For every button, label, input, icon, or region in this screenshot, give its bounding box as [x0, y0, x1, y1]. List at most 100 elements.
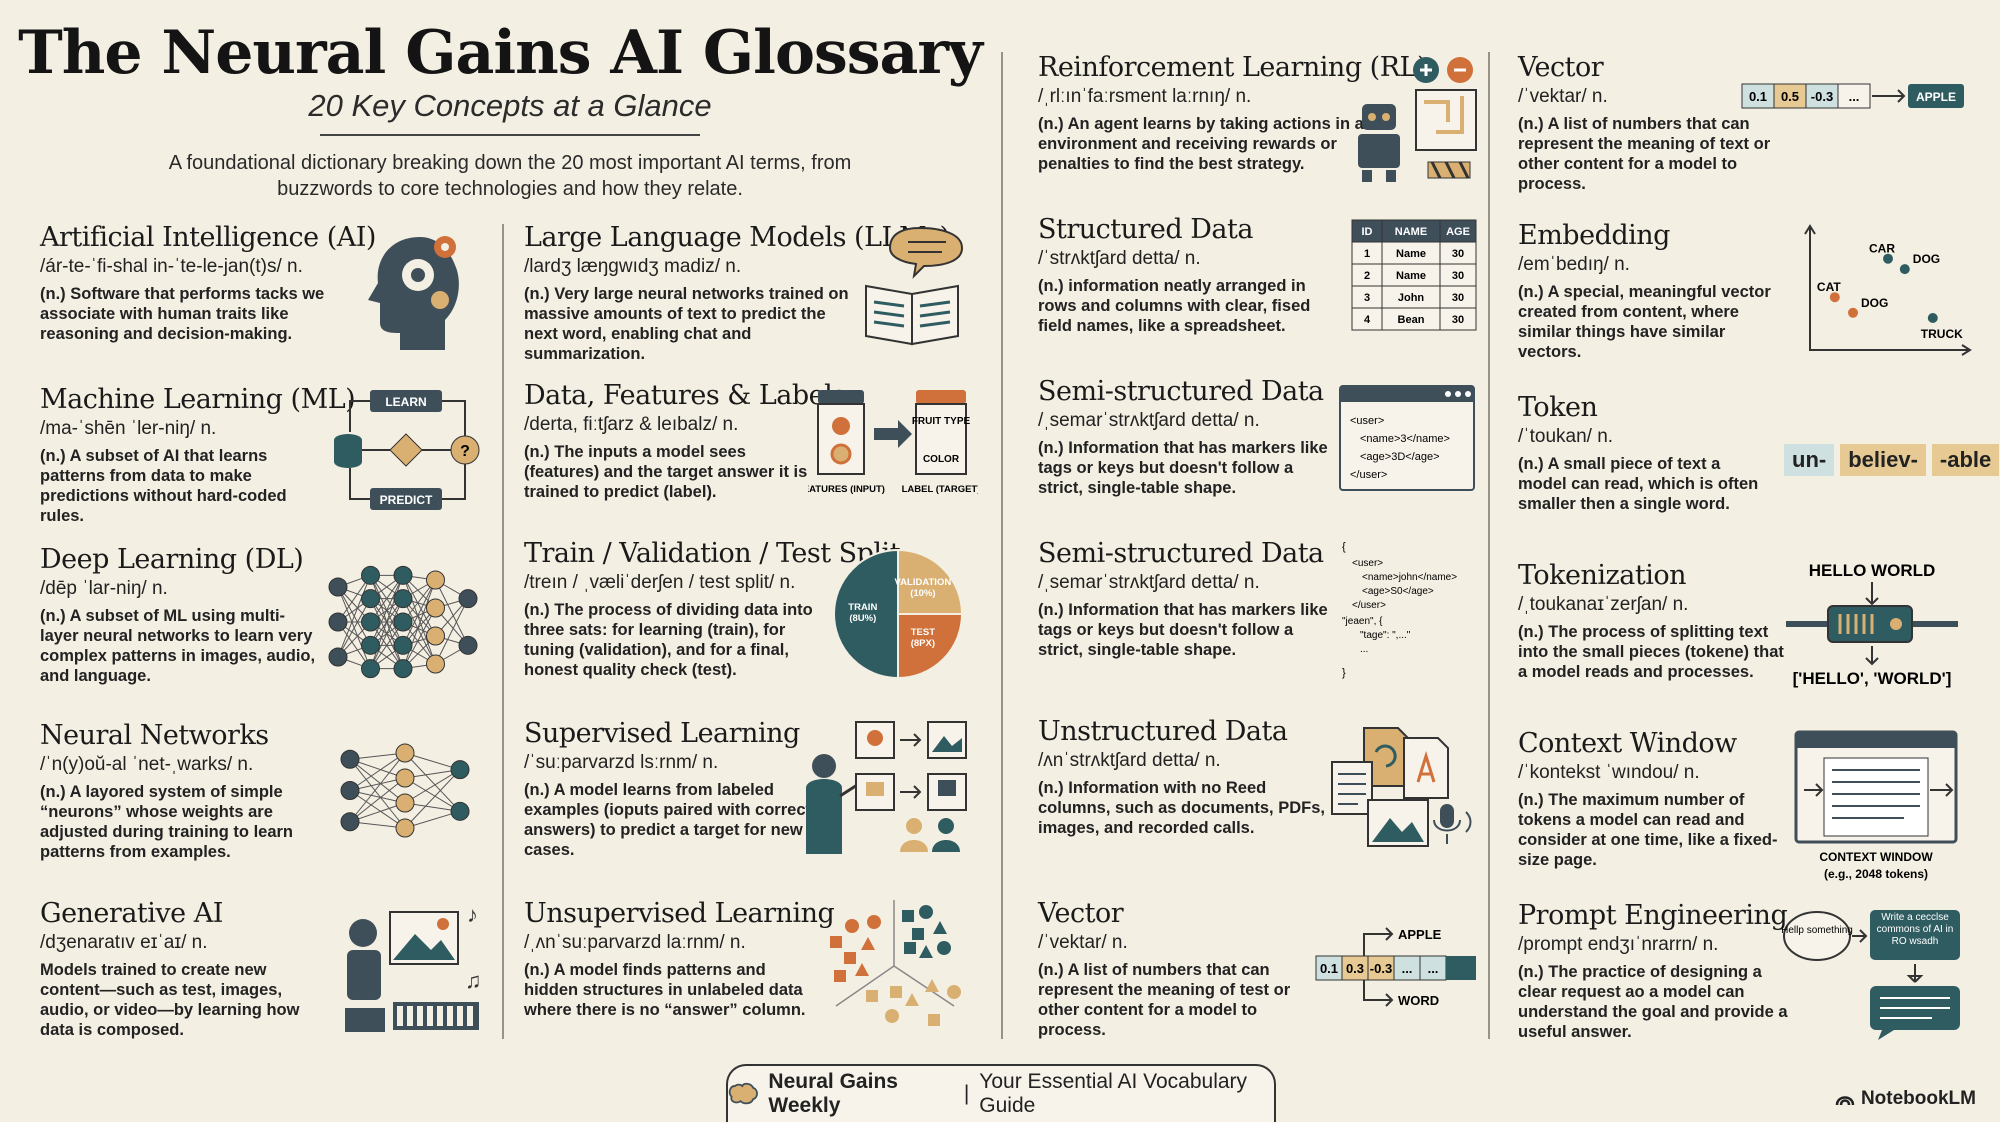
vector-cell-box	[1741, 83, 1775, 109]
network-node	[393, 565, 413, 585]
cluster-point	[904, 942, 916, 954]
entry-tvt: Train / Validation / Test Split /treın /…	[524, 538, 901, 680]
pronunciation: /dēp ˈlar-niŋ/ n.	[40, 578, 168, 599]
pronunciation: /ár-te-ˈfi-shal in-ˈte-le-jan(t)s/ n.	[40, 256, 303, 277]
table-cell: 30	[1452, 292, 1464, 304]
definition: (n.) A model finds patterns and hidden s…	[524, 961, 806, 1019]
cluster-point	[912, 928, 924, 940]
vector-cell: ...	[1402, 961, 1413, 976]
pronunciation: /ˌʌnˈsuːparvarzd laːrnm/ n.	[524, 932, 746, 953]
cluster-point	[919, 905, 933, 919]
pronunciation: /lardʒ læŋgwıdʒ madiz/ n.	[524, 256, 742, 277]
definition: (n.) A layored system of simple “neurons…	[40, 783, 294, 861]
term: Artificial Intelligence (AI)	[40, 222, 376, 253]
definition: (n.) information neatly arranged in rows…	[1038, 277, 1311, 335]
brain-icon	[728, 1082, 758, 1105]
pronunciation: /ˈvektar/ n.	[1038, 932, 1128, 953]
vector-label: APPLE	[1398, 927, 1442, 942]
definition: (n.) The process of splitting text into …	[1518, 623, 1784, 681]
table-cell: Bean	[1398, 314, 1425, 326]
term: Semi-structured Data	[1038, 538, 1324, 569]
network-edge	[402, 607, 436, 669]
definition: (n.) Software that performs tacks we ass…	[40, 285, 325, 343]
network-node	[426, 570, 445, 590]
code-line: </user>	[1350, 469, 1387, 481]
vector-cell-box	[1446, 956, 1476, 980]
network-edge	[349, 758, 406, 829]
vector-arrow	[1363, 927, 1394, 1007]
term: Vector	[1518, 52, 1604, 83]
vector-label: WORD	[1398, 993, 1439, 1008]
json-snippet: { <user> <name>john</name> <age>S0</age>…	[1342, 541, 1457, 679]
network-node	[450, 760, 470, 780]
network-node	[426, 626, 445, 646]
network-node	[426, 598, 445, 618]
network-edge	[404, 752, 461, 771]
pie-label-part: TRAIN	[848, 602, 877, 613]
term: Structured Data	[1038, 214, 1253, 245]
scatter-label: CAT	[1817, 280, 1841, 294]
bubble-prompt: Hellp something	[1782, 925, 1853, 936]
entry-token: Token /ˈtoukan/ n. (n.) A small piece of…	[1518, 392, 1768, 514]
page-title: The Neural Gains AI Glossary	[18, 18, 983, 88]
context-window-icon: CONTEXT WINDOW (e.g., 2048 tokens)	[1794, 730, 1958, 881]
code-line: <age>S0</age>	[1362, 586, 1434, 597]
table-cell: John	[1398, 292, 1425, 304]
vector-cell: ...	[1849, 89, 1860, 104]
token-piece: believ-	[1840, 444, 1926, 476]
cluster-point	[919, 945, 933, 958]
definition: (n.) The process of dividing data into t…	[524, 601, 813, 679]
pronunciation: /ˌtoukanaɪˈzerʃan/ n.	[1518, 594, 1689, 615]
table-cell: Name	[1396, 270, 1426, 282]
pronunciation: /ˈvektar/ n.	[1518, 86, 1608, 107]
bubble-prompt-text: Hellp something	[1782, 925, 1853, 936]
code-line: <name>john</name>	[1362, 572, 1457, 583]
network-node	[395, 818, 415, 838]
pronunciation: /ˌrlːınˈfaːrsment laːrnıŋ/ n.	[1038, 86, 1252, 107]
cluster-point	[890, 986, 902, 998]
tokenizer-machine: HELLO WORLD ['HELLO', 'WORLD']	[1786, 561, 1958, 688]
page-subtitle: 20 Key Concepts at a Glance	[308, 88, 712, 123]
token-pieces: un- believ- -able	[1784, 444, 2000, 476]
term: Large Language Models (LLMs)	[524, 222, 950, 253]
footer-separator: |	[963, 1082, 970, 1105]
entry-unsupervised: Unsupervised Learning /ˌʌnˈsuːparvarzd l…	[524, 898, 835, 1020]
footer-brand: Neural Gains Weekly	[768, 1070, 898, 1117]
scatter-point	[1927, 313, 1938, 323]
vector-cell-box	[1393, 955, 1421, 981]
code-line: <user>	[1350, 415, 1384, 427]
column-divider	[1488, 52, 1490, 1039]
bubble-refined-prompt: Write a cecclse commons of AI in RO wsad…	[1876, 912, 1954, 947]
network-node	[458, 589, 478, 609]
code-line: {	[1342, 541, 1346, 553]
network-edge	[349, 752, 406, 823]
term: Tokenization	[1518, 560, 1686, 591]
pronunciation: /ˈtoukan/ n.	[1518, 426, 1614, 447]
xml-window: <user> <name>3</name> <age>3D</age> </us…	[1339, 385, 1475, 491]
network-edge	[337, 575, 371, 658]
network-edge	[349, 752, 406, 791]
vector-arrow	[1872, 89, 1906, 103]
footer-tagline: Your Essential AI Vocabulary Guide	[979, 1070, 1248, 1117]
pronunciation: /ˈn(y)oŭ-al ˈnet-ˌwarks/ n.	[40, 754, 254, 775]
robot-maze-icon	[1358, 57, 1477, 182]
book-chat-icon	[865, 226, 964, 346]
entry-semi-structured-1: Semi-structured Data /ˌsemarˈstrʌktʃard …	[1038, 376, 1338, 498]
term: Deep Learning (DL)	[40, 544, 304, 575]
network-node	[361, 612, 380, 632]
code-line: }	[1342, 667, 1346, 679]
definition: (n.) The practice of designing a clear r…	[1518, 963, 1788, 1041]
notebooklm-logo-icon	[1835, 1096, 1855, 1106]
scatter-point	[1848, 307, 1858, 318]
table-cell: 30	[1452, 248, 1464, 260]
scatter-label: TRUCK	[1921, 327, 1963, 341]
pie-slice	[833, 548, 899, 680]
table-cell: Name	[1396, 248, 1426, 260]
cluster-point	[834, 970, 846, 982]
network-node	[393, 612, 413, 632]
entry-rl: Reinforcement Learning (RL) /ˌrlːınˈfaːr…	[1038, 52, 1428, 174]
fruit-type-text: FRUIT TYPE	[912, 416, 971, 427]
term: Data, Features & Labels	[524, 380, 846, 411]
vector-cell: 0.5	[1781, 89, 1799, 104]
column-divider	[1001, 52, 1003, 1039]
